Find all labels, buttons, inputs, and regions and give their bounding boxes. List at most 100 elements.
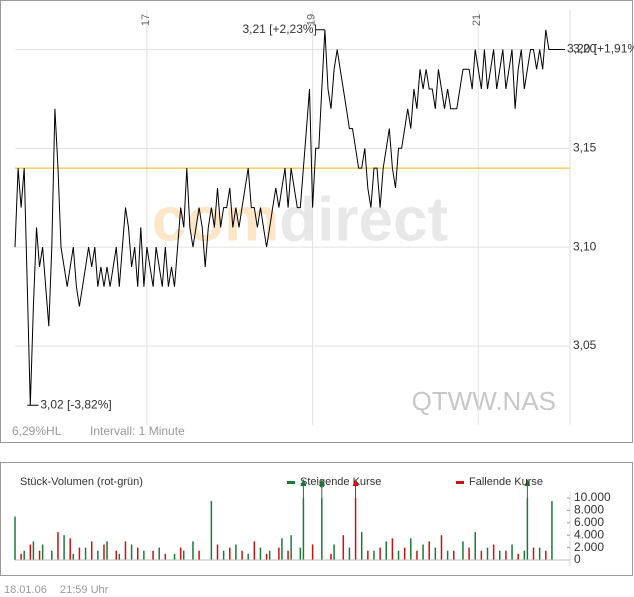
volume-bar	[492, 544, 495, 560]
volume-bar	[545, 550, 547, 560]
volume-bar	[422, 544, 424, 560]
volume-bar	[164, 553, 167, 560]
volume-bar	[281, 538, 283, 560]
volume-bar	[538, 547, 541, 560]
x-tick-label: 19	[306, 14, 318, 26]
volume-bar	[333, 544, 335, 560]
legend-label: Steigende Kurse	[300, 476, 381, 488]
volume-bar	[253, 541, 256, 560]
volume-bar	[183, 550, 185, 560]
volume-bar	[78, 547, 81, 560]
y-tick-label: 8.000	[574, 503, 604, 517]
footer-time: 21:59 Uhr	[60, 584, 109, 596]
volume-bar	[440, 535, 443, 560]
volume-bar	[32, 541, 35, 560]
volume-bar	[268, 550, 271, 560]
annotation: 3,20 [+1,91%]	[567, 42, 634, 56]
volume-bar	[287, 550, 289, 560]
y-tick-label: 2.000	[574, 540, 604, 554]
volume-bar	[410, 538, 412, 560]
volume-bar	[216, 544, 219, 560]
volume-bar	[551, 501, 553, 560]
annotation: 3,21 [+2,23%]	[242, 22, 316, 36]
volume-bar	[210, 501, 213, 560]
overflow-arrow-head	[352, 479, 359, 486]
volume-bar	[299, 547, 302, 560]
volume-bar	[397, 550, 400, 560]
volume-bar	[158, 547, 160, 560]
volume-bar	[84, 547, 87, 560]
volume-bar	[517, 553, 519, 560]
volume-bar	[480, 550, 483, 560]
volume-bar	[511, 544, 513, 560]
volume-bar	[41, 544, 44, 560]
volume-bar	[385, 541, 387, 560]
y-tick-label: 0	[574, 552, 581, 566]
volume-bar	[446, 550, 449, 560]
x-tick-label: 17	[140, 14, 152, 26]
volume-bar	[523, 550, 526, 560]
volume-bar	[302, 498, 305, 560]
volume-bar	[51, 550, 53, 560]
volume-bar	[14, 516, 16, 560]
volume-bar	[198, 550, 200, 560]
legend-marker	[456, 481, 464, 484]
volume-bar	[57, 532, 59, 560]
y-tick-label: 10.000	[574, 490, 611, 504]
overflow-arrow-head	[318, 479, 325, 486]
y-tick-label: 3,20	[573, 42, 597, 56]
volume-bar	[428, 541, 430, 560]
volume-bar	[20, 553, 22, 560]
volume-bar	[38, 550, 41, 560]
volume-bar	[379, 547, 381, 560]
volume-bar	[241, 550, 243, 560]
volume-bar	[348, 547, 351, 560]
price-line	[14, 29, 555, 406]
volume-bar	[124, 541, 127, 560]
volume-bar	[69, 538, 71, 560]
volume-bar	[532, 547, 535, 560]
y-tick-label: 3,15	[573, 141, 597, 155]
volume-bar	[453, 550, 455, 560]
volume-bar	[130, 544, 133, 560]
volume-bar	[192, 541, 194, 560]
volume-bar	[391, 538, 394, 560]
volume-bar	[179, 547, 182, 560]
volume-bar	[474, 532, 476, 560]
legend-label: Fallende Kurse	[469, 476, 543, 488]
volume-bar	[136, 547, 139, 560]
x-tick-label: 21	[471, 14, 483, 26]
volume-bar	[115, 550, 117, 560]
volume-bar	[434, 547, 437, 560]
volume-bar	[311, 544, 314, 560]
volume-bar	[330, 553, 332, 560]
overflow-arrow-head	[524, 479, 531, 486]
volume-bar	[265, 553, 268, 560]
legend-marker	[287, 481, 295, 484]
volume-bar	[278, 547, 280, 560]
volume-bar	[259, 547, 262, 560]
price-panel	[0, 0, 633, 443]
footer-date: 18.01.06	[4, 584, 47, 596]
volume-bar	[247, 553, 249, 560]
annotation: 3,02 [-3,82%]	[40, 397, 111, 411]
volume-bar	[29, 544, 32, 560]
volume-bar	[373, 550, 375, 560]
volume-bar	[499, 550, 501, 560]
volume-bar	[342, 535, 345, 560]
y-tick-label: 4.000	[574, 527, 604, 541]
volume-bar	[505, 550, 507, 560]
range-note: 6,29%HL	[12, 424, 62, 438]
volume-bar	[526, 498, 529, 560]
volume-bar	[229, 547, 231, 560]
volume-bar	[173, 553, 176, 560]
volume-bar	[486, 547, 489, 560]
volume-bar	[106, 541, 108, 560]
volume-bar	[23, 550, 25, 560]
volume-bar	[72, 553, 75, 560]
volume-bar	[360, 532, 363, 560]
y-tick-label: 6.000	[574, 515, 604, 529]
volume-bar	[321, 498, 323, 560]
volume-bar	[367, 550, 369, 560]
volume-bar	[354, 498, 357, 560]
